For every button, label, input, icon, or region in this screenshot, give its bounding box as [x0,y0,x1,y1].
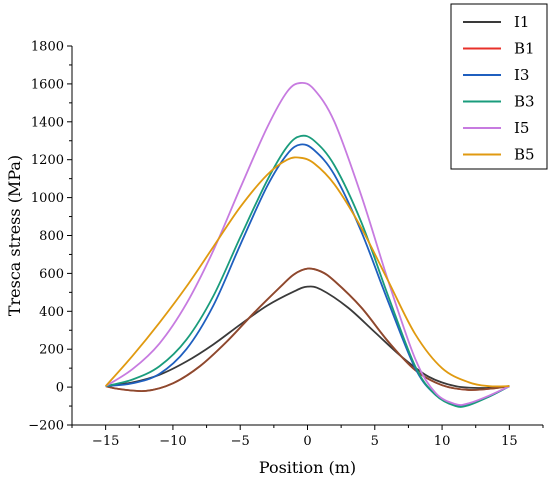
x-tick-label: −10 [159,434,186,449]
series-line-0 [105,285,510,389]
y-tick-label: 600 [39,267,64,282]
series-line-2 [105,267,510,393]
y-tick-label: 1600 [31,77,64,92]
legend: I1 B1 I3 B3 I5 B5 [450,3,548,170]
legend-label: I3 [514,66,529,84]
y-tick-label: 1200 [31,153,64,168]
x-axis-title: Position (m) [259,458,356,477]
legend-label: B5 [514,146,535,164]
legend-label: I5 [514,119,529,137]
y-tick-label: 1000 [31,191,64,206]
legend-label: B3 [514,93,535,111]
x-tick-label: 0 [303,434,311,449]
legend-label: B1 [514,40,535,58]
y-tick-label: −200 [28,419,64,434]
y-tick-label: 200 [39,343,64,358]
series-line-6 [104,156,510,388]
y-tick-label: 1400 [31,115,64,130]
legend-label: I1 [514,13,529,31]
y-tick-label: 0 [56,381,64,396]
legend-box [450,3,548,170]
x-tick-label: 10 [434,434,451,449]
series-line-5 [105,81,510,406]
x-tick-label: −15 [92,434,119,449]
series-line-4 [105,134,510,408]
y-tick-label: 800 [39,229,64,244]
x-tick-label: 15 [501,434,518,449]
axis-ticks: −15 −10 −5 0 5 10 15 −200 0 200 400 600 800 1000 1200 1… [28,40,544,449]
series-line-3 [105,143,510,407]
y-tick-label: 1800 [31,40,64,55]
y-axis-title: Tresca stress (MPa) [5,155,24,316]
x-tick-label: −5 [231,434,250,449]
series-lines [104,81,510,408]
x-tick-label: 5 [371,434,379,449]
y-tick-label: 400 [39,305,64,320]
